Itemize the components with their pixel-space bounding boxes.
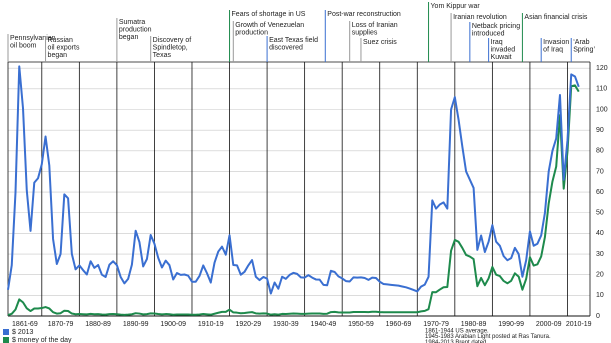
x-tick-label: 1880-89	[85, 321, 111, 328]
legend-label: $ 2013	[12, 329, 34, 336]
annotation-text: Fears of shortage in US	[232, 11, 306, 18]
y-tick-label: 0	[596, 313, 600, 320]
annotation-text: Yom Kippur war	[431, 3, 481, 10]
note: 1945-1983 Arabian Light posted at Ras Ta…	[425, 334, 551, 340]
x-tick-label: 2000-09	[536, 321, 562, 328]
x-tick-label: 1940-49	[311, 321, 337, 328]
y-tick-label: 120	[596, 65, 608, 72]
annotation-text: Spindletop,	[153, 44, 188, 51]
annotation-text: oil boom	[10, 42, 37, 49]
y-tick-label: 30	[596, 251, 604, 258]
x-tick-label: 1950-59	[348, 321, 374, 328]
annotation-text: began	[119, 34, 139, 41]
annotation-text: production	[119, 26, 152, 33]
annotation-text: supplies	[352, 29, 378, 36]
annotation-text: East Texas field	[269, 37, 318, 44]
annotation-text: Kuwait	[491, 54, 512, 61]
y-tick-label: 90	[596, 127, 604, 134]
x-tick-label: 1990-99	[498, 321, 524, 328]
annotation-text: began	[48, 52, 68, 59]
legend-swatch	[3, 337, 9, 343]
annotation-text: discovered	[269, 44, 303, 51]
annotation-text: oil exports	[48, 44, 80, 51]
y-tick-label: 60	[596, 189, 604, 196]
y-tick-label: 40	[596, 230, 604, 237]
annotation-text: Post-war reconstruction	[327, 11, 401, 18]
annotation-text: production	[235, 29, 268, 36]
x-tick-label: 1970-79	[423, 321, 449, 328]
x-tick-label: 1870-79	[48, 321, 74, 328]
annotation-text: Pennsylvanian	[10, 35, 56, 42]
x-tick-label: 1890-99	[123, 321, 149, 328]
x-tick-label: 1920-29	[235, 321, 261, 328]
annotation-text: ‘Arab	[573, 39, 589, 46]
annotation-text: invaded	[491, 46, 516, 53]
annotation-text: Iraq	[491, 39, 503, 46]
note: 1984-2013 Brent dated.	[425, 340, 488, 343]
legend-label: $ money of the day	[12, 337, 72, 343]
x-tick-label: 1960-69	[386, 321, 412, 328]
y-tick-label: 80	[596, 148, 604, 155]
annotation-text: Netback pricing	[472, 23, 520, 30]
annotation-text: introduced	[472, 30, 505, 37]
x-tick-label: 1861-69	[12, 321, 38, 328]
legend-swatch	[3, 329, 9, 335]
annotation-text: Suez crisis	[363, 39, 397, 46]
annotation-text: Russian	[48, 37, 73, 44]
annotation-text: Asian financial crisis	[524, 14, 588, 21]
x-tick-label: 1900-09	[160, 321, 186, 328]
y-tick-label: 10	[596, 292, 604, 299]
y-tick-label: 20	[596, 272, 604, 279]
annotation-text: Spring’	[573, 46, 595, 53]
annotation-text: Iranian revolution	[453, 14, 507, 21]
x-tick-label: 1910-19	[198, 321, 224, 328]
x-tick-label: 1930-39	[273, 321, 299, 328]
annotation-text: Sumatra	[119, 19, 146, 26]
y-tick-label: 100	[596, 106, 608, 113]
annotation-text: Texas	[153, 52, 172, 59]
y-tick-label: 50	[596, 210, 604, 217]
annotation-text: Growth of Venezuelan	[235, 22, 304, 29]
annotation-text: of Iraq	[543, 46, 563, 53]
note: 1861-1944 US average.	[425, 329, 489, 335]
annotation-text: Invasion	[543, 39, 569, 46]
y-tick-label: 110	[596, 86, 607, 93]
x-tick-label: 1980-89	[461, 321, 487, 328]
annotation-text: Discovery of	[153, 37, 192, 44]
y-tick-label: 70	[596, 168, 604, 175]
x-tick-label: 2010-19	[566, 321, 592, 328]
series-line	[7, 84, 580, 316]
series-line	[7, 65, 580, 295]
annotation-text: Loss of Iranian	[352, 22, 398, 29]
